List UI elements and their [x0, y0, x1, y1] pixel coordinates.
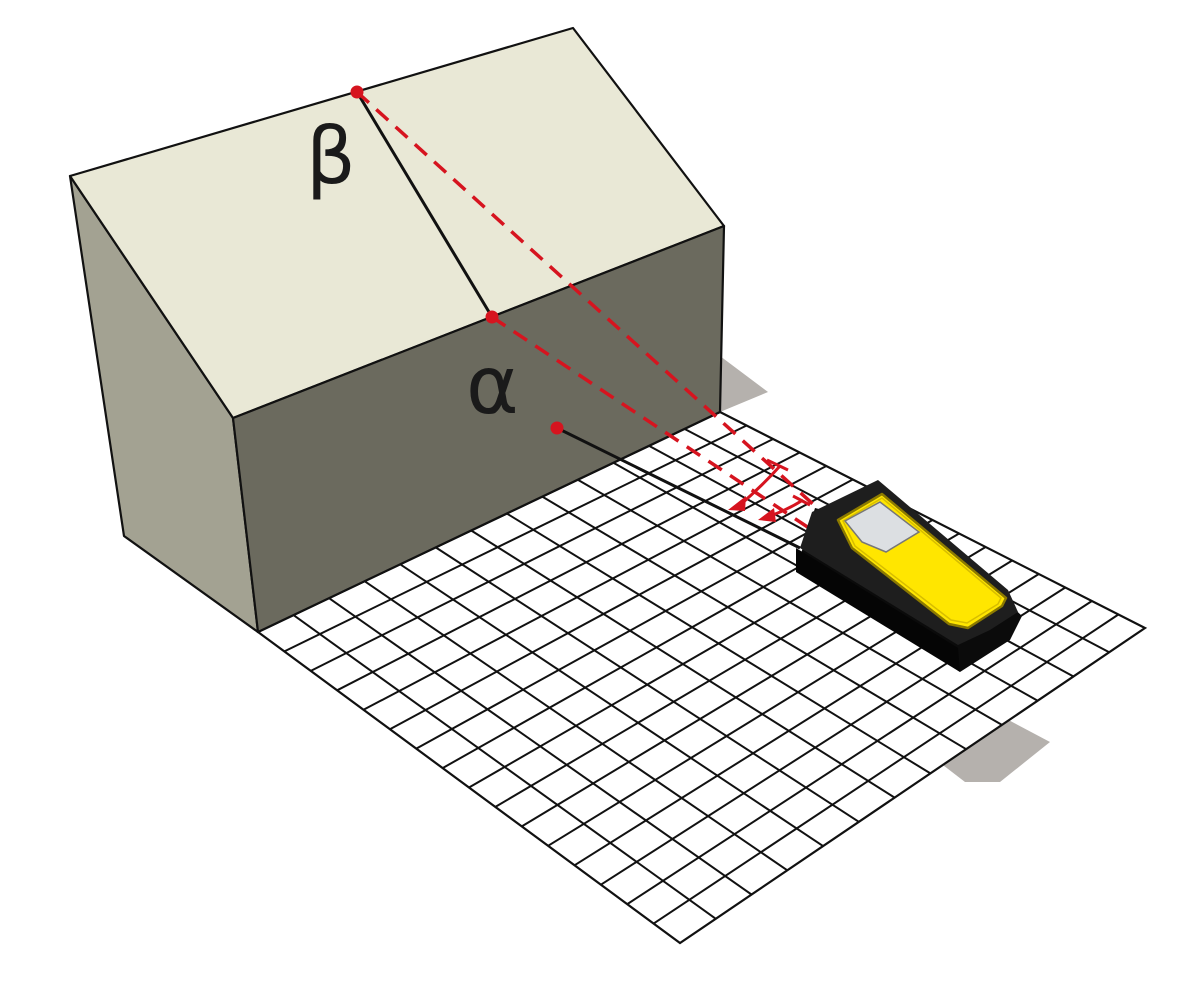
angle-tick-1 — [766, 458, 789, 472]
ridge-point — [350, 85, 364, 99]
grid-line-crosswise — [363, 465, 827, 711]
wall-reference-point — [550, 421, 564, 435]
angle-arc-beta-arrow — [728, 496, 746, 511]
house — [68, 26, 726, 634]
grid-line-crosswise — [626, 600, 1093, 905]
grid-line-crosswise — [310, 438, 774, 672]
device-front-face — [796, 548, 960, 672]
beta-label: β — [306, 112, 356, 202]
measurement-solid-lines — [355, 91, 801, 550]
laser-beam-to-eave — [491, 315, 813, 532]
laser-distance-meter-icon — [796, 480, 1022, 672]
grid-line-crosswise — [653, 613, 1119, 925]
angle-arcs — [728, 458, 811, 522]
roof-height-line — [355, 91, 494, 318]
horizontal-reference-line — [556, 426, 801, 550]
grid-line-crosswise — [415, 492, 880, 750]
grid-line-crosswise — [336, 451, 801, 692]
eave-point — [485, 310, 499, 324]
measurement-points — [350, 85, 564, 435]
grid-line-crosswise — [283, 424, 748, 653]
device-screen — [843, 501, 921, 553]
house-shadow — [720, 356, 768, 412]
front-wall — [231, 224, 726, 634]
alpha-label: α — [466, 339, 519, 432]
angle-tick-2 — [792, 494, 811, 507]
laser-beams — [355, 90, 827, 532]
laser-beam-to-ridge — [355, 90, 827, 517]
angle-arc-alpha-arrow — [758, 508, 776, 522]
device-panel-inner-border — [842, 497, 1002, 624]
